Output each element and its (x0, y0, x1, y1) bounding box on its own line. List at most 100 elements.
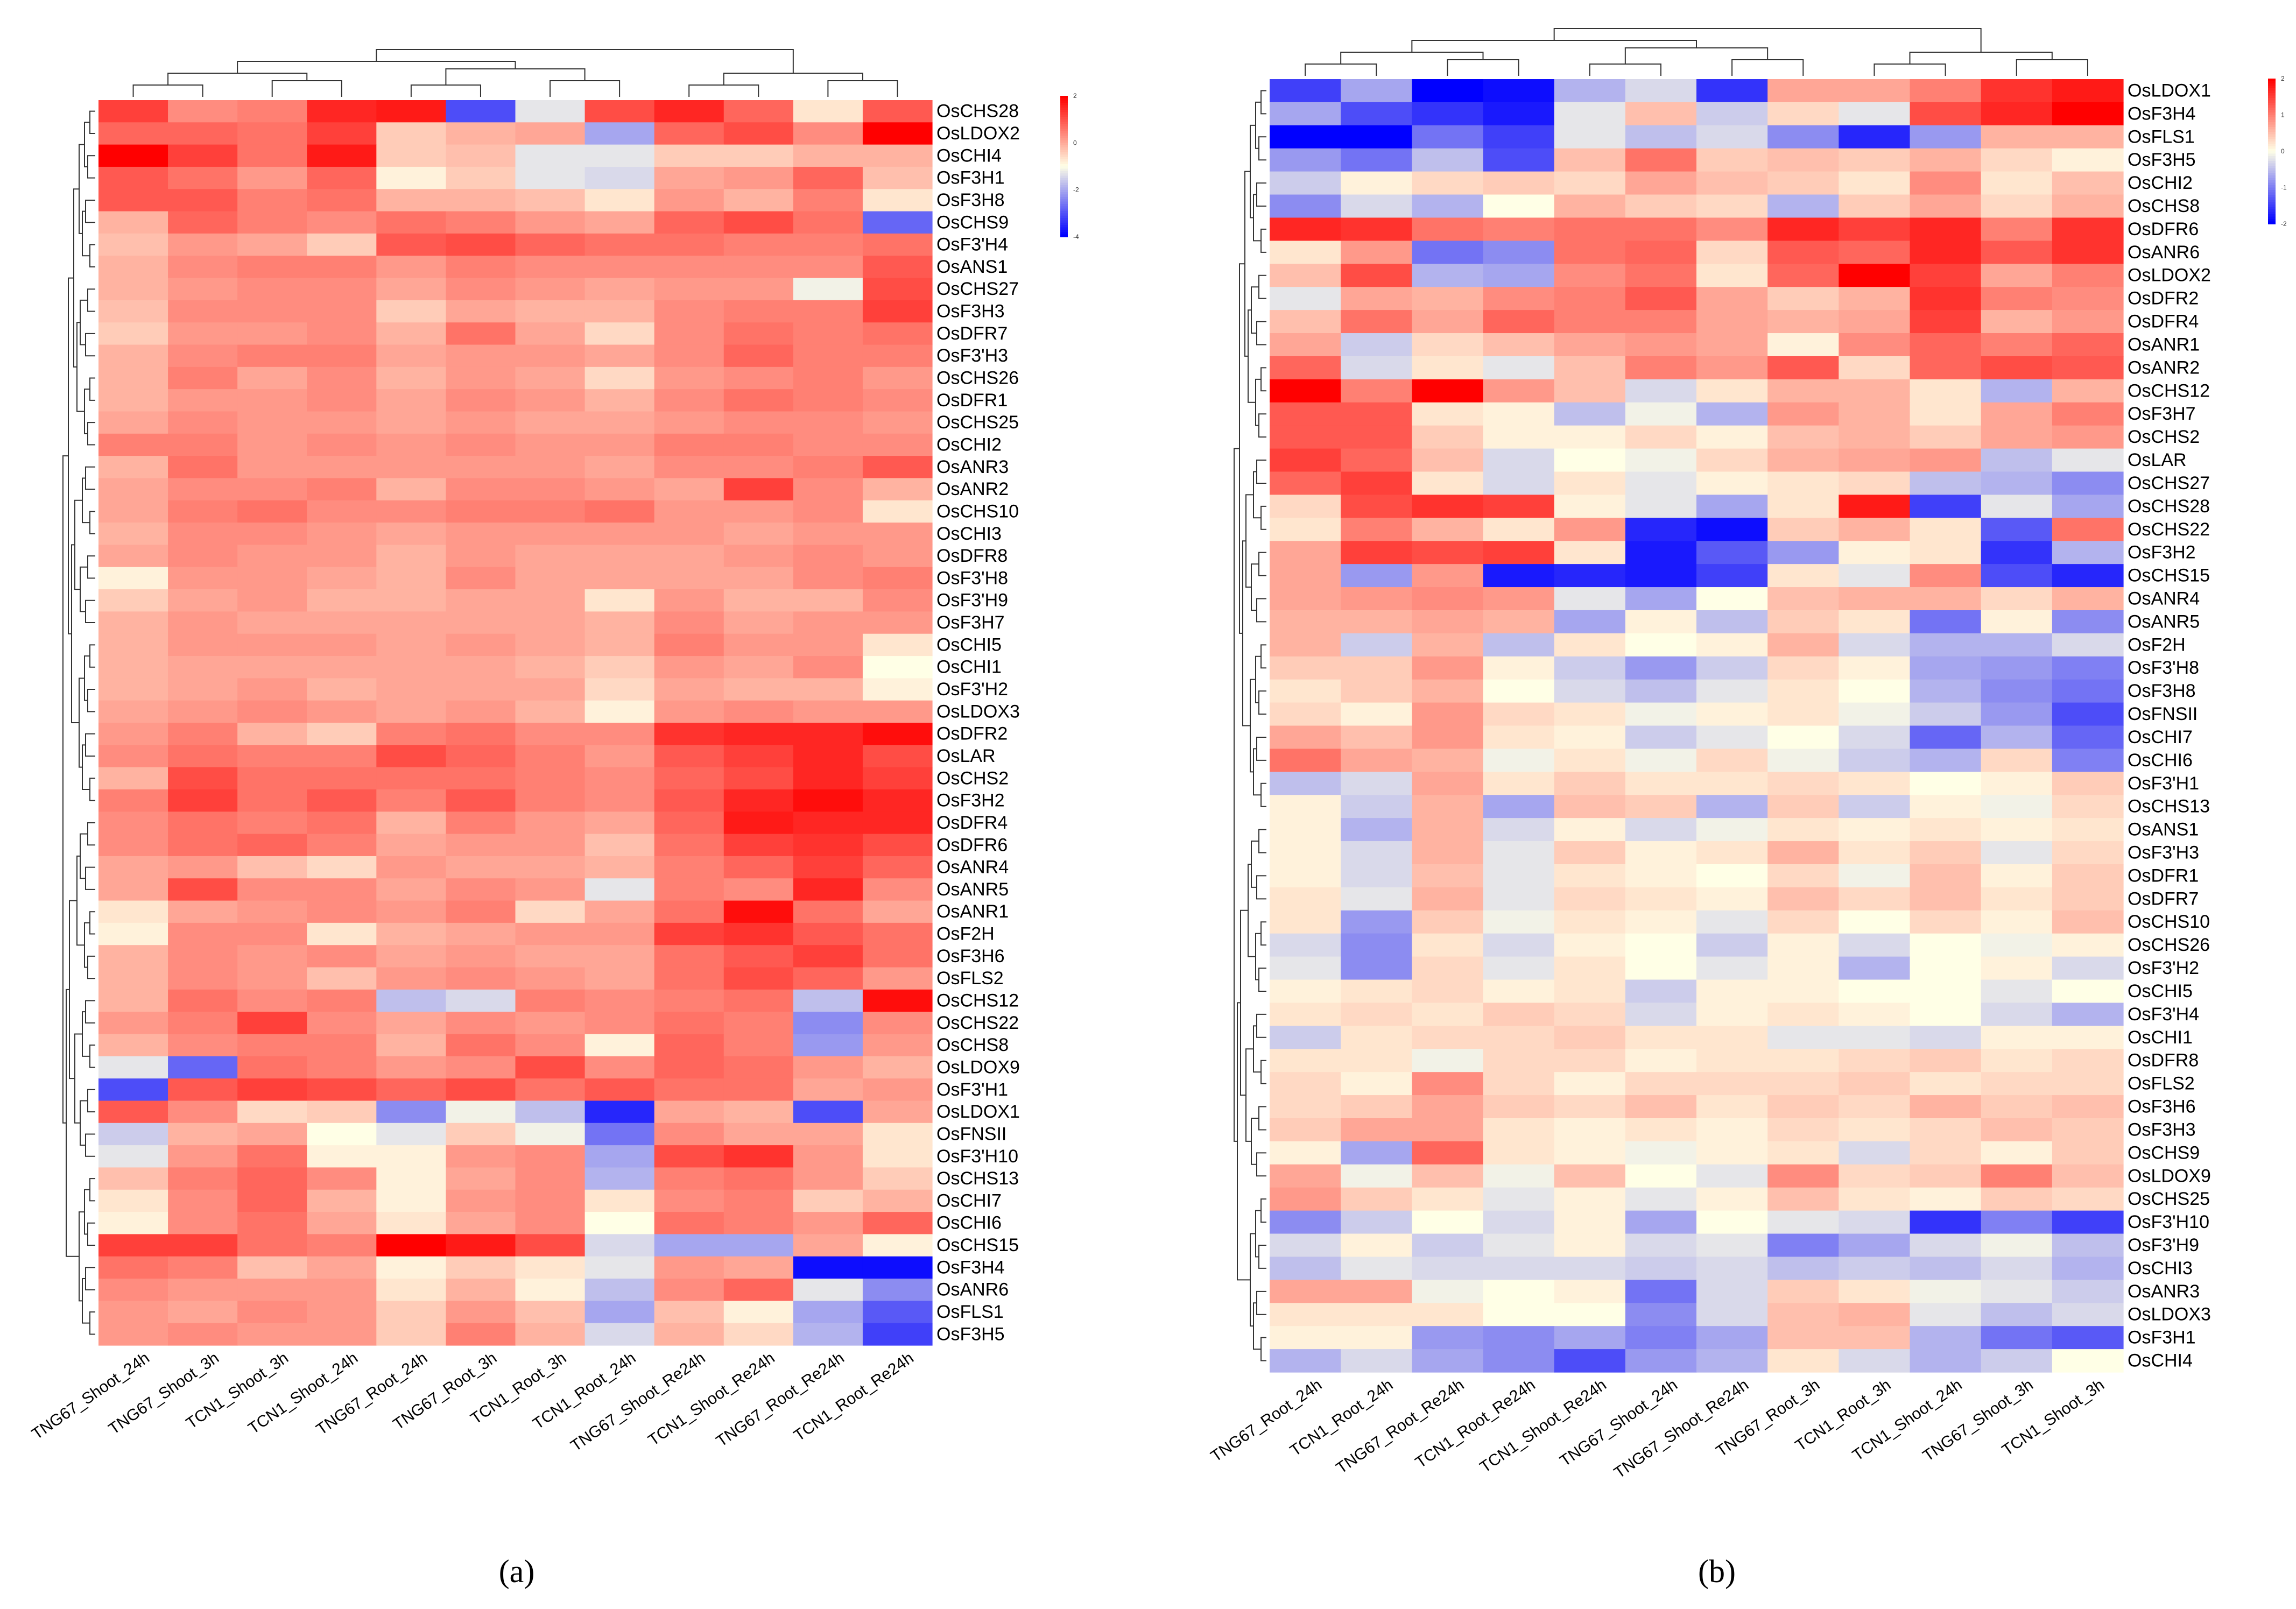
dendrogram-link (271, 80, 342, 97)
heatmap-cell (98, 1256, 168, 1279)
heatmap-cell (446, 211, 516, 234)
heatmap-cell (515, 478, 586, 501)
heatmap-cell (168, 545, 238, 568)
heatmap-cell (376, 567, 447, 590)
heatmap-cell (446, 1056, 516, 1079)
row-label: OsCHS26 (2128, 935, 2210, 955)
heatmap-cell (237, 1279, 307, 1301)
heatmap-cell (1981, 772, 2053, 795)
heatmap-cell (1625, 1326, 1697, 1350)
heatmap-cell (654, 122, 724, 145)
heatmap-cell (1412, 564, 1484, 588)
heatmap-cell (1554, 749, 1626, 772)
heatmap-cell (862, 656, 933, 679)
heatmap-cell (1981, 379, 2053, 403)
heatmap-cell (1625, 79, 1697, 103)
heatmap-cell (862, 611, 933, 634)
heatmap-cell (307, 100, 377, 123)
heatmap-cell (1767, 310, 1839, 334)
heatmap-cell (376, 144, 447, 167)
heatmap-cell (723, 523, 794, 546)
row-label: OsDFR6 (2128, 219, 2199, 239)
dendrogram-link (2016, 59, 2088, 76)
heatmap-cell (1412, 356, 1484, 380)
heatmap-cell (168, 700, 238, 723)
heatmap-cell (376, 256, 447, 279)
heatmap-cell (1483, 910, 1555, 934)
row-label: OsLAR (2128, 450, 2187, 470)
heatmap-cell (1270, 887, 1341, 911)
heatmap-cell (654, 1056, 724, 1079)
panel-b: OsLDOX1OsF3H4OsFLS1OsF3H5OsCHI2OsCHS8OsD… (1208, 28, 2287, 1589)
heatmap-cell (98, 122, 168, 145)
heatmap-cell (1554, 1164, 1626, 1188)
heatmap-cell (1696, 1210, 1768, 1234)
heatmap-cell (1767, 333, 1839, 357)
dendrogram-link (1260, 228, 1266, 253)
heatmap-cell (1981, 587, 2053, 611)
heatmap-cell (584, 900, 655, 923)
heatmap-cell (515, 1212, 586, 1234)
heatmap-cell (793, 1212, 863, 1234)
heatmap-cell (793, 1123, 863, 1146)
heatmap-cell (1341, 1187, 1412, 1211)
dendrogram-link (89, 110, 95, 134)
heatmap-cell (515, 500, 586, 523)
heatmap-cell (1270, 495, 1341, 518)
heatmap-cell (1767, 1095, 1839, 1119)
heatmap-cell (2052, 725, 2124, 750)
heatmap-cell (98, 811, 168, 835)
row-label: OsF3H3 (2128, 1119, 2196, 1140)
heatmap-cell (1270, 1164, 1341, 1188)
row-label: OsCHI6 (936, 1213, 1002, 1233)
heatmap-cell (1412, 1026, 1484, 1049)
heatmap-cell (2052, 1095, 2124, 1119)
heatmap-cell (446, 656, 516, 679)
heatmap-cell (2052, 241, 2124, 264)
heatmap-cell (584, 1078, 655, 1102)
heatmap-cell (584, 789, 655, 812)
heatmap-cell (1981, 1233, 2053, 1258)
heatmap-cell (1767, 1303, 1839, 1326)
heatmap-cell (307, 300, 377, 323)
heatmap-cell (446, 1234, 516, 1257)
heatmap-cell (515, 567, 586, 590)
column-labels-b: TNG67_Root_24hTCN1_Root_24hTNG67_Root_Re… (1208, 1376, 2108, 1482)
heatmap-cell (584, 767, 655, 790)
heatmap-cell (446, 789, 516, 812)
legend-swatch (2268, 124, 2276, 128)
heatmap-cell (2052, 425, 2124, 449)
row-label: OsCHI6 (2128, 750, 2193, 771)
heatmap-cell (584, 233, 655, 256)
dendrogram-link (1340, 52, 1484, 64)
heatmap-cell (1910, 1187, 1982, 1211)
heatmap-cell (1910, 1349, 1982, 1373)
dendrogram-link (1234, 448, 1239, 1142)
legend-swatch (2268, 173, 2276, 176)
heatmap-cell (307, 1056, 377, 1079)
dendrogram-link (1260, 921, 1266, 946)
heatmap-cell (307, 1012, 377, 1035)
heatmap-cell (237, 633, 307, 657)
heatmap-cell (168, 922, 238, 945)
heatmap-cell (1341, 818, 1412, 842)
column-dendrogram-a (132, 49, 898, 97)
heatmap-cell (1839, 287, 1911, 310)
heatmap-cell (98, 211, 168, 234)
heatmap-cell (862, 523, 933, 546)
heatmap-cell (98, 456, 168, 479)
heatmap-cell (1839, 772, 1911, 795)
heatmap-cell (654, 633, 724, 657)
heatmap-cell (237, 189, 307, 212)
row-label: OsANR1 (936, 901, 1009, 922)
heatmap-cell (1981, 356, 2053, 380)
heatmap-cell (862, 633, 933, 657)
heatmap-cell (446, 1145, 516, 1168)
heatmap-cell (98, 233, 168, 256)
heatmap-cell (654, 1078, 724, 1102)
heatmap-cell (1341, 518, 1412, 541)
heatmap-cell (584, 456, 655, 479)
heatmap-cell (1981, 264, 2053, 287)
row-label: OsCHS10 (936, 501, 1019, 521)
heatmap-cell (1767, 241, 1839, 264)
